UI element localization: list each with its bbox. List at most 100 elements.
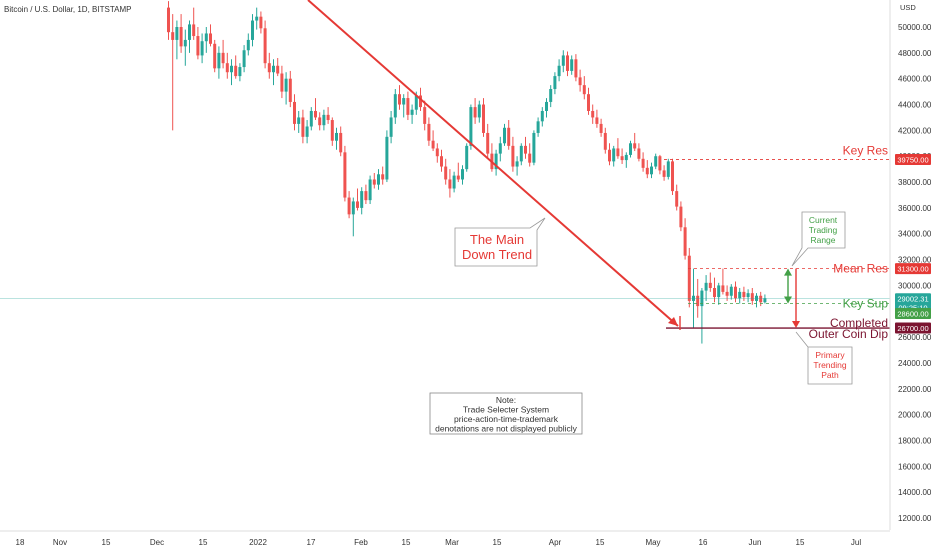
candle-body bbox=[687, 255, 691, 301]
candle-body bbox=[641, 158, 645, 168]
y-tick-label: 38000.00 bbox=[898, 178, 932, 187]
main-trend-line[interactable] bbox=[307, 0, 679, 327]
candle bbox=[465, 143, 469, 172]
candle-body bbox=[633, 143, 637, 149]
candle-body bbox=[452, 175, 456, 189]
candle bbox=[477, 100, 481, 123]
candle-body bbox=[629, 143, 632, 155]
current-price-countdown: 09:25:10 bbox=[898, 303, 927, 312]
candle-body bbox=[608, 149, 611, 162]
header-layer: Bitcoin / U.S. Dollar, 1D, BITSTAMP USD bbox=[4, 3, 916, 14]
candle bbox=[683, 218, 687, 260]
candle-body bbox=[750, 293, 754, 301]
candle-body bbox=[192, 24, 196, 37]
candle-body bbox=[175, 27, 179, 40]
candle-body bbox=[372, 179, 376, 185]
candle bbox=[545, 98, 548, 118]
candle bbox=[351, 197, 355, 237]
y-tick-label: 12000.00 bbox=[898, 514, 932, 523]
candle-body bbox=[721, 285, 725, 292]
candle bbox=[339, 126, 343, 157]
main-trend-arrowhead bbox=[668, 317, 678, 326]
current-range-label: Current bbox=[809, 215, 838, 225]
candle bbox=[582, 76, 586, 100]
x-tick-label: Apr bbox=[549, 538, 562, 547]
candle-body bbox=[503, 127, 506, 144]
candle bbox=[708, 272, 712, 292]
candle bbox=[448, 169, 452, 198]
candle-body bbox=[645, 167, 649, 175]
candle bbox=[599, 118, 603, 137]
candle bbox=[566, 51, 569, 77]
candle bbox=[515, 156, 519, 176]
candle bbox=[293, 94, 296, 131]
candle-body bbox=[473, 107, 477, 118]
candle bbox=[423, 100, 427, 131]
x-tick-label: May bbox=[645, 538, 660, 547]
candle bbox=[242, 45, 246, 73]
candle bbox=[549, 85, 553, 108]
y-tick-label: 22000.00 bbox=[898, 385, 932, 394]
candle bbox=[267, 52, 271, 79]
candle bbox=[578, 69, 582, 92]
primary-path-label: Primary bbox=[815, 350, 845, 360]
candle bbox=[167, 1, 170, 40]
candle bbox=[427, 117, 431, 146]
candle bbox=[704, 275, 708, 301]
mean-res-price-tag-bg bbox=[895, 263, 931, 275]
candle-body bbox=[461, 169, 464, 180]
candle-body bbox=[708, 282, 712, 289]
candle-body bbox=[498, 143, 502, 154]
candle bbox=[398, 85, 401, 110]
candle-body bbox=[637, 148, 641, 159]
candle bbox=[616, 138, 620, 159]
candle bbox=[486, 123, 490, 159]
candle-body bbox=[616, 148, 620, 157]
candle-body bbox=[419, 95, 422, 108]
candle-body bbox=[263, 28, 267, 64]
candle-body bbox=[435, 148, 439, 157]
candle-body bbox=[624, 154, 628, 161]
candle bbox=[738, 288, 742, 304]
y-tick-label: 26000.00 bbox=[898, 333, 932, 342]
candle-body bbox=[456, 175, 460, 180]
candle bbox=[612, 145, 616, 167]
candle-body bbox=[519, 145, 523, 162]
candle-body bbox=[230, 65, 233, 73]
candle-body bbox=[234, 65, 238, 77]
candle-body bbox=[246, 39, 250, 51]
candle-body bbox=[713, 288, 716, 298]
candle bbox=[679, 201, 683, 232]
candle bbox=[633, 132, 637, 152]
candle-body bbox=[666, 161, 670, 177]
candle bbox=[251, 14, 254, 47]
candle bbox=[280, 65, 284, 99]
candle-body bbox=[511, 145, 515, 167]
candle bbox=[561, 50, 565, 73]
mean-res-label: Mean Res bbox=[833, 262, 888, 276]
candle-body bbox=[671, 161, 674, 192]
candle bbox=[746, 289, 750, 303]
candle bbox=[763, 294, 767, 304]
candle-body bbox=[696, 295, 700, 307]
candle-body bbox=[603, 132, 607, 150]
candle-body bbox=[326, 114, 330, 121]
candle bbox=[671, 158, 674, 195]
candle-body bbox=[188, 24, 191, 40]
candle-body bbox=[284, 78, 288, 92]
candle-body bbox=[309, 110, 313, 127]
candle bbox=[192, 7, 196, 40]
candle bbox=[666, 158, 670, 180]
candle-body bbox=[171, 32, 175, 40]
key-res-price-tag: 39750.00 bbox=[895, 153, 931, 165]
candle-body bbox=[469, 107, 473, 146]
completed-label: Completed bbox=[830, 316, 888, 330]
candle-body bbox=[242, 50, 246, 68]
candle bbox=[322, 109, 326, 131]
candle-body bbox=[507, 127, 511, 146]
